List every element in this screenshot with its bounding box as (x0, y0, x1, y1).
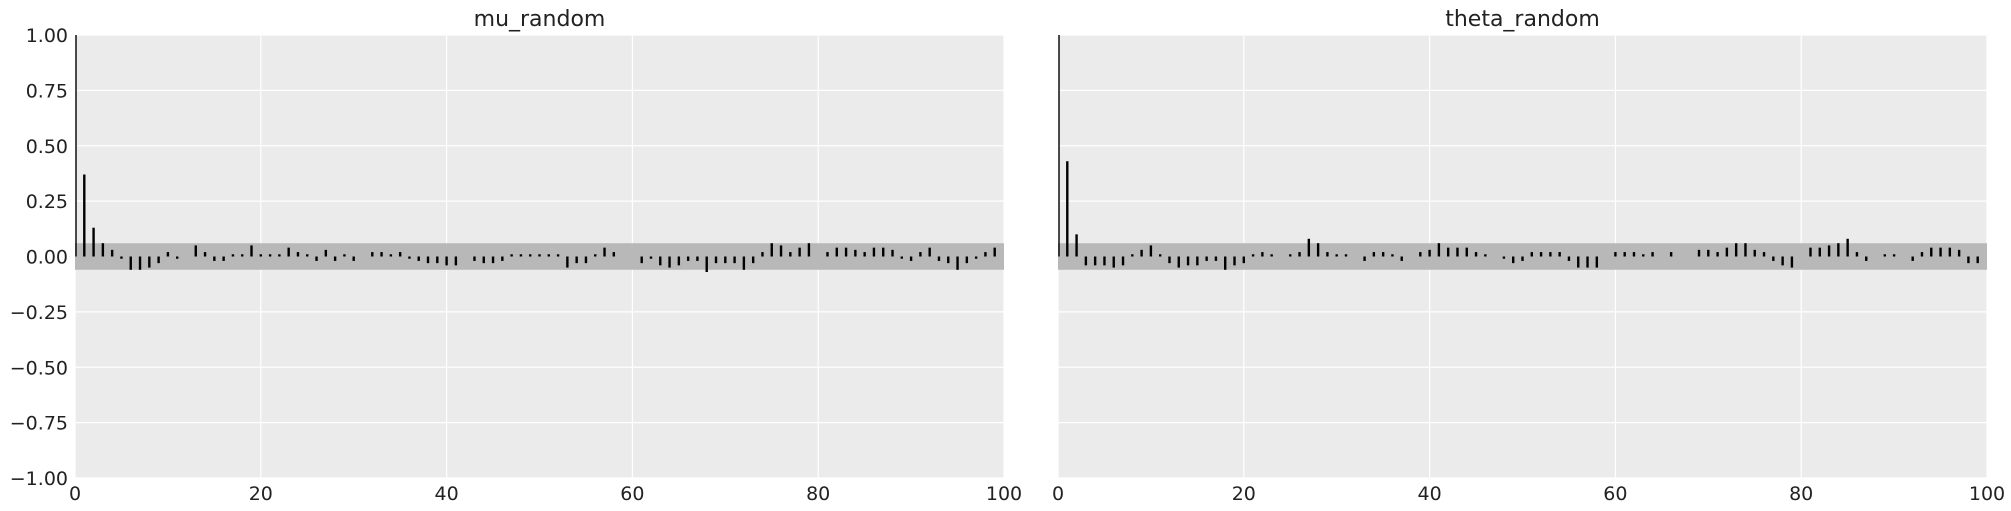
mu-random-y-tick-label: 0.00 (26, 247, 68, 269)
mu-random-y-tick-label: −1.00 (10, 468, 68, 490)
mu-random-x-tick-label: 60 (620, 483, 644, 505)
mu-random-y-tick-label: 0.75 (26, 80, 68, 102)
mu-random-y-tick-label: 1.00 (26, 25, 68, 47)
theta-random-x-tick-label: 40 (1418, 483, 1442, 505)
theta-random-x-tick-label: 20 (1232, 483, 1256, 505)
theta-random-panel: theta_random 0 20 40 60 80 100 (1052, 7, 2005, 505)
theta-random-x-tick-label: 60 (1603, 483, 1627, 505)
mu-random-y-tick-label: 0.50 (26, 136, 68, 158)
mu-random-panel: mu_random 0 20 40 60 80 100 1.00 0.75 0.50 0.25 0.0… (10, 7, 1022, 505)
mu-random-x-tick-label: 0 (69, 483, 81, 505)
theta-random-title: theta_random (1445, 7, 1600, 32)
mu-random-y-tick-label: −0.50 (10, 357, 68, 379)
mu-random-x-tick-label: 40 (435, 483, 459, 505)
mu-random-x-tick-label: 20 (249, 483, 273, 505)
mu-random-y-tick-label: −0.75 (10, 413, 68, 435)
mu-random-title: mu_random (474, 7, 606, 32)
mu-random-y-tick-label: 0.25 (26, 191, 68, 213)
theta-random-x-tick-label: 80 (1789, 483, 1813, 505)
mu-random-x-tick-label: 100 (986, 483, 1022, 505)
theta-random-x-tick-label: 100 (1969, 483, 2005, 505)
mu-random-x-tick-label: 80 (806, 483, 830, 505)
theta-random-x-tick-label: 0 (1052, 483, 1064, 505)
mu-random-y-tick-label: −0.25 (10, 302, 68, 324)
